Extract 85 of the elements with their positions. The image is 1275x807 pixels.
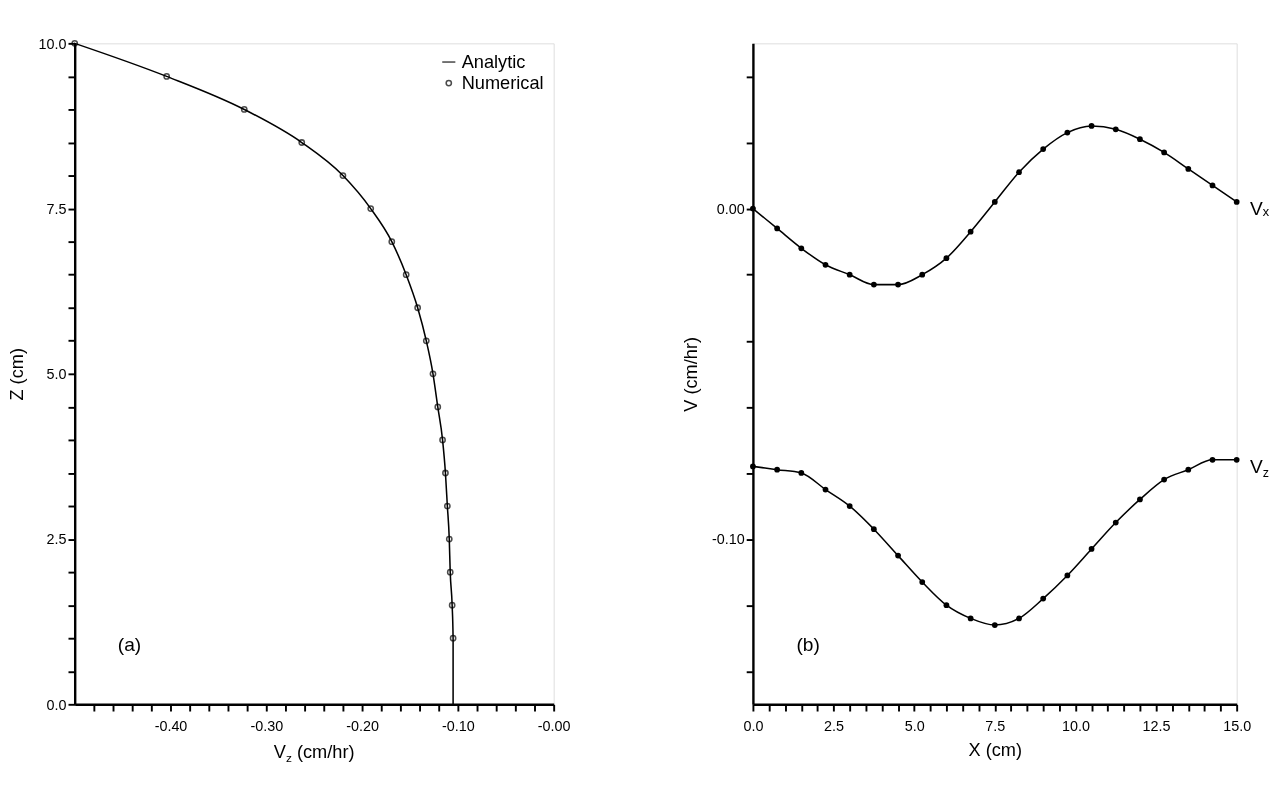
- x-tick-label: 7.5: [985, 717, 1006, 734]
- point: [943, 255, 950, 262]
- point: [991, 622, 998, 628]
- point: [846, 271, 853, 278]
- point: [967, 615, 974, 622]
- point: [240, 106, 248, 113]
- point: [895, 281, 901, 288]
- point: [870, 526, 877, 533]
- point: [1040, 595, 1047, 602]
- x-tick-label: -0.30: [250, 717, 284, 734]
- point: [446, 568, 454, 576]
- point: [445, 535, 453, 543]
- x-tick-label: -0.00: [537, 717, 571, 734]
- x-tick-label: -0.20: [346, 717, 379, 734]
- point: [1233, 199, 1240, 205]
- point: [919, 271, 926, 278]
- y-tick-label: 2.5: [46, 531, 67, 548]
- point: [367, 205, 375, 212]
- point: [1088, 546, 1095, 552]
- point: [1233, 456, 1240, 463]
- point: [1064, 572, 1071, 579]
- y-tick-label: 7.5: [46, 200, 67, 217]
- point: [967, 228, 974, 235]
- point: [943, 602, 950, 609]
- y-tick-label: 0.00: [716, 200, 745, 217]
- point: [1064, 129, 1071, 136]
- point: [1112, 519, 1119, 526]
- point: [339, 172, 347, 179]
- point: [870, 281, 877, 288]
- point: [163, 73, 171, 80]
- point: [750, 205, 756, 212]
- y-axis-title: Z (cm): [7, 348, 28, 401]
- point: [434, 403, 442, 411]
- point: [895, 552, 901, 559]
- point: [448, 601, 456, 609]
- x-tick-label: 12.5: [1142, 717, 1171, 734]
- point: [774, 466, 780, 473]
- point: [439, 436, 446, 444]
- point: [1088, 123, 1095, 129]
- annotation: (b): [796, 633, 820, 655]
- point: [1161, 476, 1167, 483]
- point: [1040, 146, 1047, 152]
- point: [1209, 456, 1216, 463]
- point: [449, 634, 457, 642]
- point: [1185, 166, 1192, 172]
- x-tick-label: -0.10: [442, 717, 475, 734]
- point: [422, 337, 430, 345]
- point: [443, 502, 451, 510]
- point: [402, 271, 410, 279]
- point: [919, 579, 926, 585]
- point: [1016, 615, 1022, 622]
- point: [388, 238, 396, 246]
- series-label: Vₓ: [1250, 198, 1270, 220]
- x-tick-label: -0.40: [154, 717, 188, 734]
- y-tick-label: 0.0: [46, 696, 67, 713]
- x-tick-label: 0.0: [743, 717, 764, 734]
- x-tick-label: 2.5: [824, 717, 845, 734]
- point: [798, 245, 805, 252]
- point: [1209, 182, 1216, 189]
- point: [822, 486, 829, 493]
- point: [1137, 136, 1143, 143]
- y-tick-label: 10.0: [38, 35, 67, 52]
- point: [1161, 149, 1167, 156]
- x-tick-label: 10.0: [1061, 717, 1090, 734]
- point: [822, 261, 829, 268]
- annotation: (a): [117, 633, 142, 655]
- point: [298, 139, 306, 146]
- y-tick-label: 5.0: [46, 366, 67, 383]
- legend-label: Numerical: [461, 72, 544, 93]
- x-tick-label: 15.0: [1223, 717, 1252, 734]
- point: [1137, 496, 1143, 503]
- point: [750, 463, 756, 470]
- point: [442, 469, 449, 477]
- point: [846, 503, 853, 509]
- legend-label: Analytic: [461, 51, 526, 72]
- point: [1185, 466, 1192, 473]
- point: [414, 304, 422, 312]
- x-tick-label: 5.0: [904, 717, 925, 734]
- point: [1016, 169, 1022, 176]
- point: [774, 225, 780, 232]
- point: [991, 199, 998, 205]
- point: [1112, 126, 1119, 133]
- point: [798, 470, 805, 476]
- y-axis-title: V (cm/hr): [680, 336, 701, 412]
- x-axis-title: X (cm): [968, 739, 1023, 760]
